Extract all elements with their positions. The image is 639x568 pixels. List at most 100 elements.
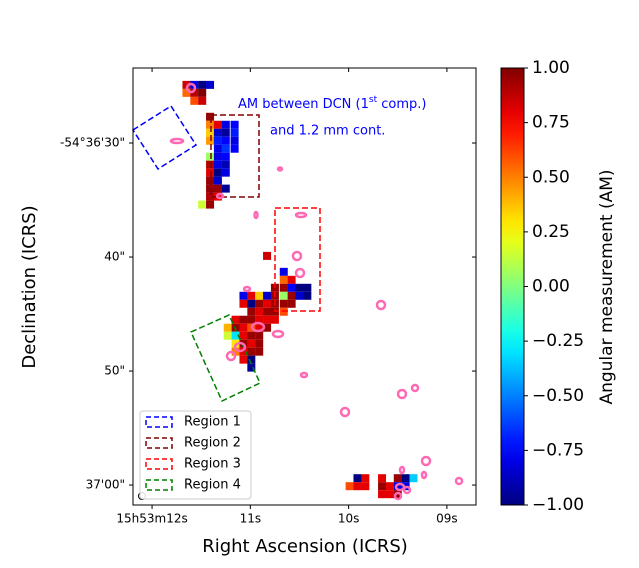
pixel	[247, 331, 256, 340]
colorbar-tick-label: 0.50	[532, 167, 570, 187]
colorbar-tick-label: −0.75	[532, 440, 584, 460]
pixel	[206, 120, 215, 129]
pixel	[255, 347, 264, 356]
pixel	[401, 474, 410, 483]
colorbar-tick-label: 0.00	[532, 277, 570, 297]
pixel	[247, 315, 256, 324]
pixel	[287, 299, 296, 308]
pixel	[213, 152, 222, 161]
annotation-text: comp.)	[377, 97, 426, 112]
pixel	[198, 200, 207, 209]
pixel	[230, 144, 239, 153]
pixel	[378, 474, 387, 483]
pixel	[393, 474, 402, 483]
contour	[225, 350, 237, 362]
contour	[393, 491, 403, 501]
pixel	[198, 96, 207, 105]
contours	[169, 82, 464, 501]
contour	[398, 465, 406, 475]
legend-label: Region 2	[184, 436, 241, 451]
pixel	[206, 112, 215, 121]
contour	[375, 299, 387, 311]
pixel	[213, 168, 222, 177]
pixel	[247, 363, 256, 372]
pixel	[239, 291, 248, 300]
colorbar-label: Angular measurement (AM)	[597, 169, 617, 404]
legend-label: Region 4	[184, 478, 241, 493]
pixel	[230, 136, 239, 145]
contour	[396, 388, 408, 400]
pixel	[206, 136, 215, 145]
pixel	[279, 275, 288, 284]
pixel	[279, 299, 288, 308]
legend-swatch	[145, 437, 173, 449]
region-box	[190, 314, 261, 403]
pixel	[190, 96, 199, 105]
plot-frame	[132, 67, 477, 506]
pixel	[255, 307, 264, 316]
colorbar	[500, 67, 525, 506]
colorbar-tick-label: 1.00	[532, 58, 570, 78]
region-box	[210, 114, 260, 198]
contour	[299, 371, 309, 379]
pixel	[247, 355, 256, 364]
pixel	[206, 176, 215, 185]
pixel	[221, 136, 230, 145]
pixel	[206, 168, 215, 177]
pixel	[239, 355, 248, 364]
pixel	[231, 315, 240, 324]
contour	[420, 470, 428, 480]
pixel	[223, 323, 232, 332]
pixel	[213, 184, 222, 193]
pixel	[247, 291, 256, 300]
pixel	[247, 299, 256, 308]
colorbar-tick-label: 0.25	[532, 222, 570, 242]
pixel	[206, 192, 215, 201]
pixel	[221, 128, 230, 137]
pixel	[287, 283, 296, 292]
pixel	[198, 88, 207, 97]
pixel	[247, 307, 256, 316]
colorbar-tick-label: −0.25	[532, 331, 584, 351]
contour	[294, 211, 308, 219]
pixel	[353, 482, 362, 491]
pixel	[255, 339, 264, 348]
pixel	[221, 152, 230, 161]
pixel	[230, 128, 239, 137]
pixel	[221, 168, 230, 177]
pixel	[247, 339, 256, 348]
colorbar-tick-label: 0.75	[532, 113, 570, 133]
pixel	[279, 283, 288, 292]
pixel	[287, 291, 296, 300]
pixel	[221, 160, 230, 169]
pixel	[198, 80, 207, 89]
y-tick-label: 40"	[104, 250, 125, 264]
pixel	[295, 291, 304, 300]
colorbar-tick-label: −1.00	[532, 495, 584, 515]
legend-label: Region 3	[184, 457, 241, 472]
pixel	[255, 299, 264, 308]
pixel	[378, 490, 387, 499]
colorbar-tick-label: −0.50	[532, 386, 584, 406]
pixel	[263, 315, 272, 324]
pixel	[255, 331, 264, 340]
pixel	[353, 474, 362, 483]
pixel	[361, 474, 370, 483]
region-box	[131, 104, 198, 171]
contour	[250, 321, 266, 333]
pixel	[263, 251, 272, 260]
contour	[271, 329, 285, 339]
pixel	[206, 160, 215, 169]
annotation: and 1.2 mm cont.	[270, 124, 385, 139]
contour	[420, 455, 432, 467]
pixel	[385, 482, 394, 491]
pixel	[279, 291, 288, 300]
pixel	[206, 128, 215, 137]
pixel	[239, 323, 248, 332]
contour	[242, 285, 252, 293]
pixel	[378, 482, 387, 491]
pixel	[263, 323, 272, 332]
contour	[339, 406, 351, 418]
legend	[139, 410, 252, 500]
